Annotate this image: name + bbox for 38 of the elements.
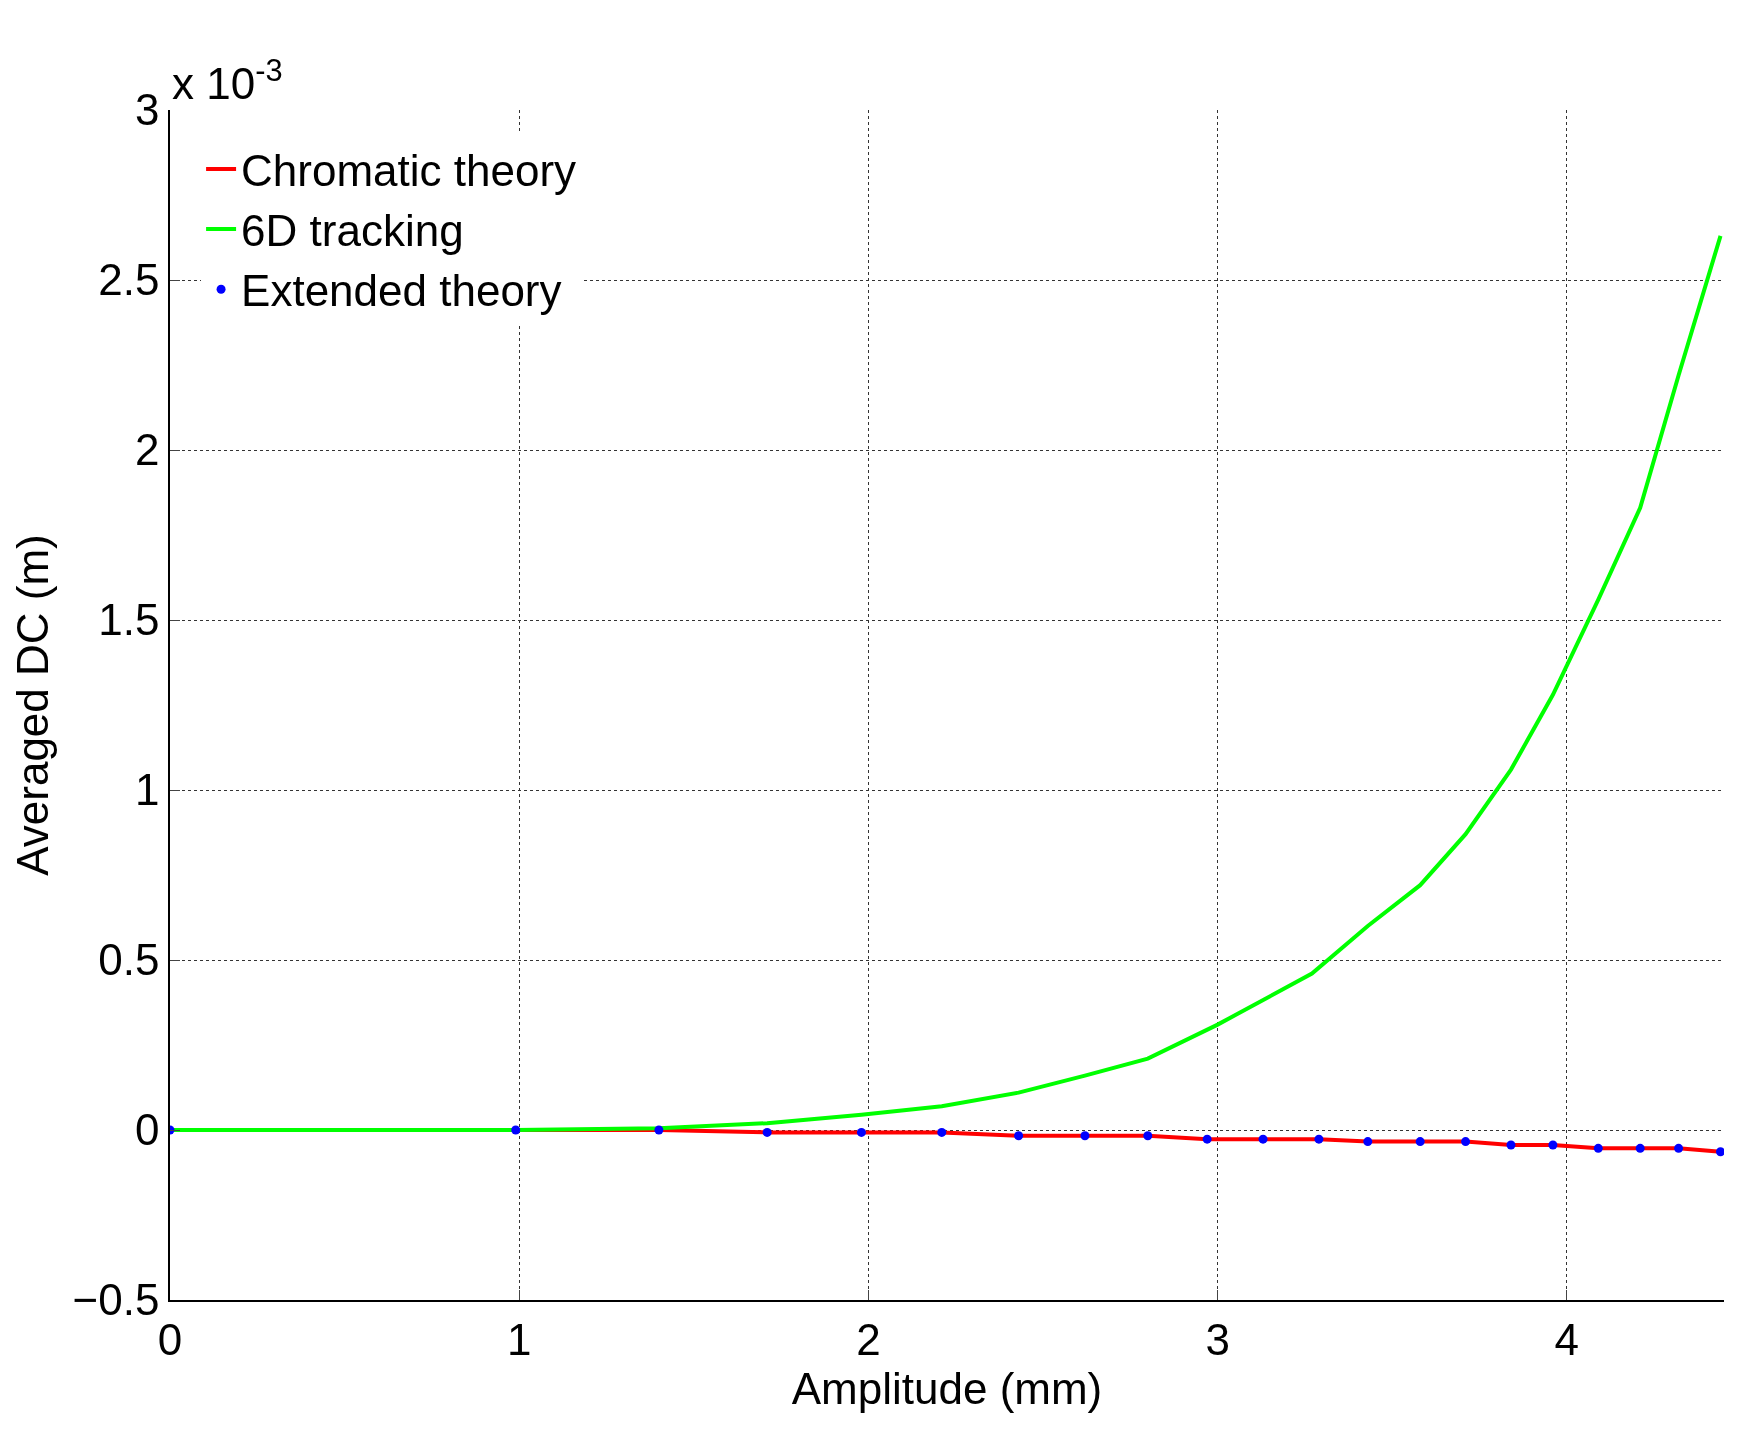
point xyxy=(654,1125,664,1135)
text: x 10$^{-3}$ xyxy=(172,53,283,109)
y-tick-label: 0.5 xyxy=(98,935,160,985)
point xyxy=(1674,1143,1684,1153)
y-tick-label: 2 xyxy=(134,425,160,475)
point xyxy=(1314,1134,1324,1144)
y-tick-label: 1 xyxy=(134,765,160,815)
point xyxy=(1506,1140,1516,1150)
y-tick-label: 0 xyxy=(134,1105,160,1155)
x-tick-label: 1 xyxy=(506,1314,532,1364)
legend-label: 6D tracking xyxy=(241,206,464,256)
point xyxy=(1461,1137,1471,1147)
point xyxy=(1716,1147,1724,1157)
point xyxy=(1415,1137,1425,1147)
point xyxy=(1258,1134,1268,1144)
x-tick-label: 4 xyxy=(1554,1314,1580,1364)
point xyxy=(511,1125,521,1135)
point xyxy=(856,1127,866,1137)
point xyxy=(937,1127,947,1137)
point xyxy=(1014,1131,1024,1141)
point xyxy=(762,1127,772,1137)
point xyxy=(1548,1140,1558,1150)
y-tick-label: −0.5 xyxy=(72,1275,160,1325)
x-axis-title: Amplitude (mm) xyxy=(791,1363,1103,1413)
point xyxy=(1635,1143,1645,1153)
y-tick-label: 1.5 xyxy=(98,595,160,645)
y-axis-title: Averaged DC (m) xyxy=(8,534,58,876)
y-tick-label: 3 xyxy=(134,85,160,135)
x-tick-label: 2 xyxy=(856,1314,881,1364)
legend-label: Extended theory xyxy=(241,266,562,316)
point xyxy=(1363,1137,1373,1147)
x-tick-label: 3 xyxy=(1205,1314,1230,1364)
point xyxy=(1143,1131,1153,1141)
point xyxy=(1202,1134,1212,1144)
point xyxy=(1080,1131,1090,1141)
point xyxy=(1593,1143,1603,1153)
legend-label: Chromatic theory xyxy=(241,146,577,196)
y-tick-label: 2.5 xyxy=(98,255,160,305)
